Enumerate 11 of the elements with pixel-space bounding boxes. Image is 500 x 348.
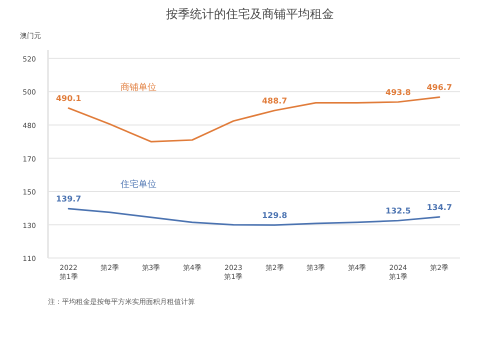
chart-title: 按季统计的住宅及商铺平均租金: [166, 7, 334, 21]
data-label: 134.7: [426, 202, 452, 212]
text: 住宅单位: [120, 179, 157, 190]
data-label: 496.7: [426, 83, 452, 92]
data-label: 132.5: [386, 206, 412, 216]
data-label: 490.1: [56, 94, 82, 104]
data-label: 493.8: [386, 88, 412, 97]
text: 商铺单位: [120, 82, 157, 93]
data-label: 139.7: [56, 194, 82, 204]
data-label: 129.8: [262, 211, 288, 220]
data-label: 488.7: [262, 96, 288, 106]
